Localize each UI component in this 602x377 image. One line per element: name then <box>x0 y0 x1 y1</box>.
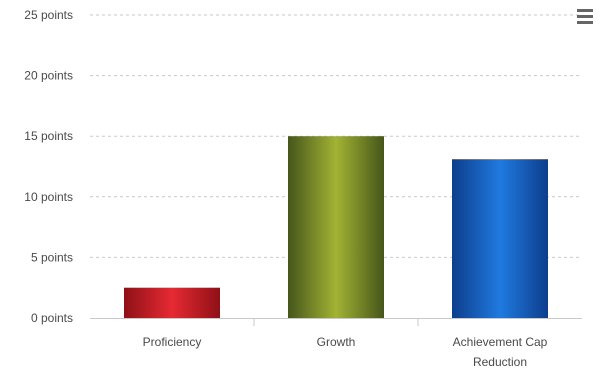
x-tick-label: Reduction <box>473 355 527 369</box>
x-tick-label: Achievement Cap <box>453 335 548 349</box>
y-tick-label: 25 points <box>24 8 73 22</box>
bar-achievement-cap-reduction[interactable] <box>452 159 548 318</box>
x-tick-label: Growth <box>317 335 356 349</box>
y-tick-label: 5 points <box>31 250 73 264</box>
y-tick-label: 10 points <box>24 190 73 204</box>
y-tick-label: 0 points <box>31 311 73 325</box>
x-tick-label: Proficiency <box>143 335 202 349</box>
y-tick-label: 15 points <box>24 129 73 143</box>
bar-growth[interactable] <box>288 136 384 318</box>
hamburger-menu-icon[interactable] <box>574 6 596 28</box>
y-tick-label: 20 points <box>24 69 73 83</box>
bar-proficiency[interactable] <box>124 287 220 318</box>
